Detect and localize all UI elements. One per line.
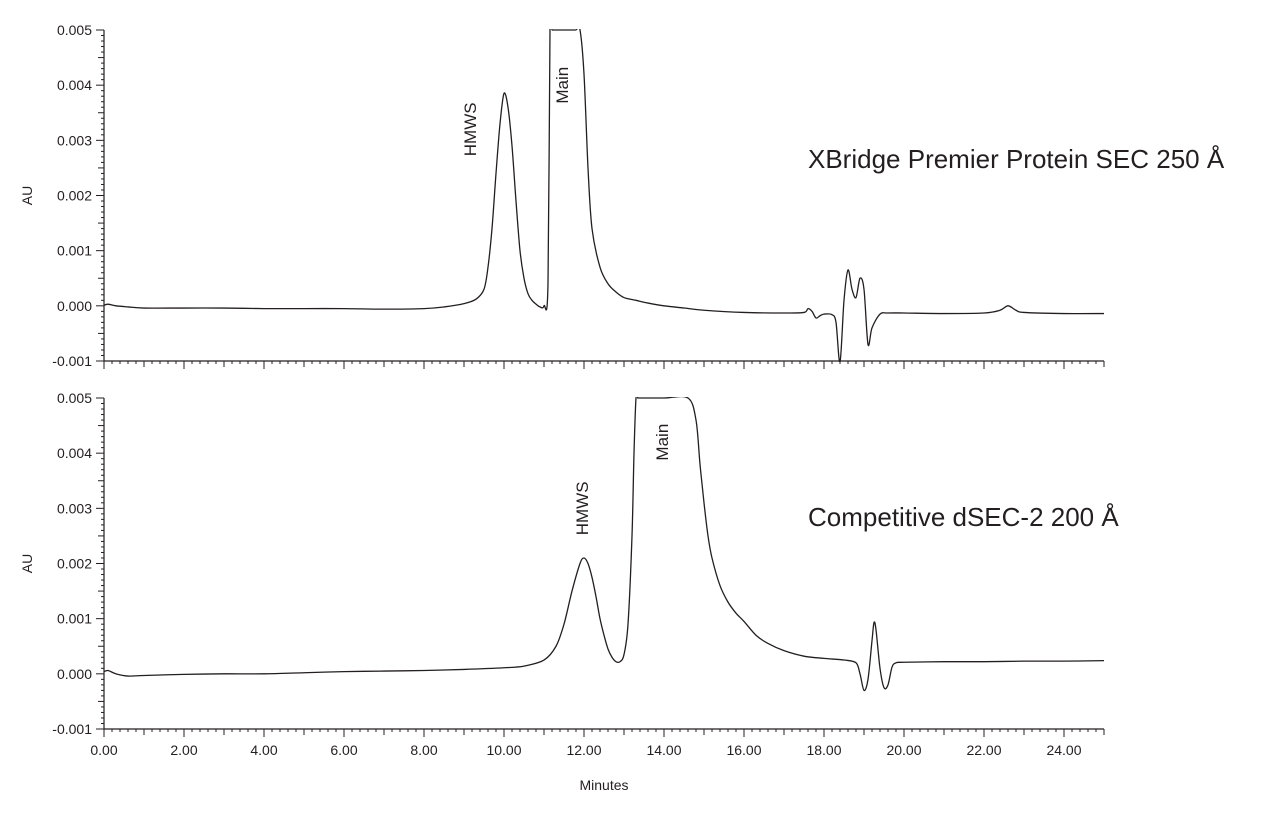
x-tick-label: 2.00 [170, 742, 197, 758]
x-tick-label: 10.00 [486, 742, 521, 758]
y-tick-label: 0.004 [57, 445, 92, 461]
y-tick-label: -0.001 [52, 721, 92, 737]
y-tick-label: 0.001 [57, 243, 92, 259]
y-axis-title: AU [19, 554, 35, 573]
y-tick-label: 0.003 [57, 500, 92, 516]
chart-panel-2: -0.001 0.000 0.001 0.002 0.003 0.004 0.005 0.00… [19, 390, 1119, 793]
x-tick-label: 4.00 [250, 742, 277, 758]
y-tick-label: 0.002 [57, 556, 92, 572]
x-tick-label: 12.00 [566, 742, 601, 758]
x-tick-label: 24.00 [1046, 742, 1081, 758]
peak-label-main: Main [653, 424, 672, 461]
x-tick-label: 16.00 [726, 742, 761, 758]
chart-panel-1: -0.001 0.000 0.001 0.002 0.003 0.004 0.005 AU XB… [19, 22, 1225, 369]
y-tick-label: 0.003 [57, 132, 92, 148]
x-tick-label: 6.00 [330, 742, 357, 758]
y-tick-label: 0.000 [57, 298, 92, 314]
x-tick-label: 14.00 [646, 742, 681, 758]
y-tick-label: -0.001 [52, 353, 92, 369]
y-tick-label: 0.001 [57, 611, 92, 627]
x-axis-title: Minutes [579, 777, 628, 793]
x-tick-label: 20.00 [886, 742, 921, 758]
chromatogram-trace [104, 29, 1104, 362]
chromatogram-trace [104, 397, 1104, 692]
x-tick-label: 18.00 [806, 742, 841, 758]
x-tick-label: 8.00 [410, 742, 437, 758]
peak-label-main: Main [553, 67, 572, 104]
y-axis-title: AU [19, 186, 35, 205]
y-tick-label: 0.002 [57, 188, 92, 204]
y-tick-label: 0.005 [57, 22, 92, 38]
peak-label-hmws: HMWS [461, 102, 480, 156]
x-tick-label: 0.00 [90, 742, 117, 758]
x-tick-label: 22.00 [966, 742, 1001, 758]
panel-title: Competitive dSEC-2 200 Å [808, 502, 1119, 532]
y-tick-label: 0.000 [57, 666, 92, 682]
panel-title: XBridge Premier Protein SEC 250 Å [808, 144, 1225, 174]
peak-label-hmws: HMWS [573, 481, 592, 535]
y-tick-label: 0.004 [57, 77, 92, 93]
y-tick-label: 0.005 [57, 390, 92, 406]
